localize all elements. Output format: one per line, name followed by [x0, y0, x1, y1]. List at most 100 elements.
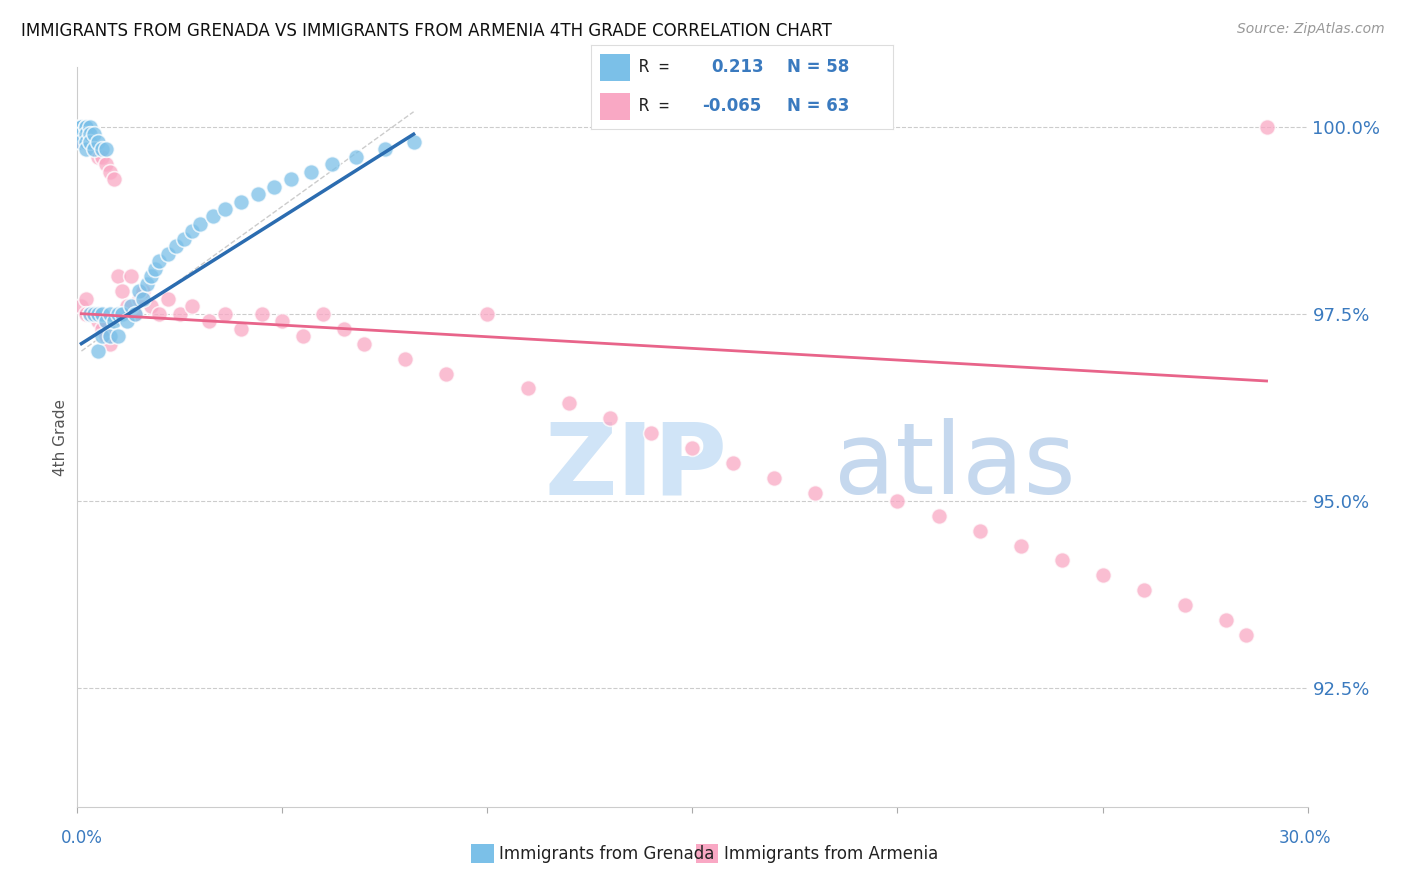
Point [79, 135, 101, 149]
Text: IMMIGRANTS FROM GRENADA VS IMMIGRANTS FROM ARMENIA 4TH GRADE CORRELATION CHART: IMMIGRANTS FROM GRENADA VS IMMIGRANTS FR… [21, 22, 832, 40]
Point [804, 486, 827, 500]
Bar [599, 54, 630, 81]
Point [107, 307, 129, 321]
Point [263, 179, 285, 194]
Point [115, 299, 138, 313]
Point [1174, 599, 1197, 613]
Point [132, 292, 155, 306]
Point [517, 382, 540, 396]
Point [98, 164, 121, 178]
Point [83, 307, 105, 321]
Point [312, 307, 335, 321]
Text: -0.065: -0.065 [703, 97, 762, 115]
Point [111, 307, 134, 321]
Point [70, 120, 93, 134]
Point [75, 127, 97, 141]
Point [763, 471, 786, 485]
Text: atlas: atlas [834, 418, 1076, 516]
Point [70, 135, 93, 149]
Point [94, 314, 117, 328]
Point [90, 329, 114, 343]
Point [79, 135, 101, 149]
Point [103, 314, 125, 328]
Point [299, 164, 322, 178]
Point [141, 299, 163, 313]
Bar [599, 93, 630, 120]
Point [181, 299, 204, 313]
Point [75, 142, 97, 156]
Point [83, 142, 105, 156]
Point [1050, 553, 1073, 567]
Point [87, 135, 110, 149]
Point [107, 329, 129, 343]
Point [928, 508, 950, 523]
Point [79, 307, 101, 321]
Point [90, 150, 114, 164]
Text: Immigrants from Armenia: Immigrants from Armenia [724, 845, 938, 863]
Point [70, 135, 93, 149]
Point [353, 336, 375, 351]
Point [98, 329, 121, 343]
Point [75, 127, 97, 141]
Y-axis label: 4th Grade: 4th Grade [53, 399, 69, 475]
Point [90, 307, 114, 321]
Point [103, 172, 125, 186]
Point [70, 299, 93, 313]
Point [136, 277, 159, 291]
Point [124, 307, 146, 321]
Point [394, 351, 416, 366]
Point [197, 314, 219, 328]
Point [723, 456, 745, 470]
Point [90, 142, 114, 156]
Point [120, 299, 142, 313]
Point [402, 135, 425, 149]
Point [79, 127, 101, 141]
Point [75, 135, 97, 149]
Point [148, 254, 170, 268]
Point [214, 307, 236, 321]
Point [94, 329, 117, 343]
Point [280, 172, 302, 186]
Point [333, 321, 356, 335]
Point [969, 524, 991, 538]
Point [79, 120, 101, 134]
Point [128, 292, 150, 306]
Point [70, 120, 93, 134]
Point [599, 411, 621, 425]
Point [201, 210, 224, 224]
Point [98, 307, 121, 321]
Point [169, 307, 191, 321]
Point [94, 157, 117, 171]
Point [436, 367, 458, 381]
Point [188, 217, 212, 231]
Point [128, 285, 150, 299]
Point [87, 314, 110, 328]
Point [291, 329, 314, 343]
Point [75, 120, 97, 134]
Point [231, 321, 253, 335]
Point [1256, 120, 1278, 134]
Point [98, 336, 121, 351]
Point [181, 224, 204, 238]
Point [165, 239, 187, 253]
Text: N = 63: N = 63 [787, 97, 849, 115]
Point [246, 187, 269, 202]
Point [1234, 628, 1257, 642]
Text: 0.0%: 0.0% [60, 829, 103, 847]
Text: ZIP: ZIP [546, 418, 728, 516]
Point [70, 127, 93, 141]
Point [156, 292, 179, 306]
Text: R =: R = [638, 97, 669, 115]
Point [148, 307, 170, 321]
Point [344, 150, 367, 164]
Text: N = 58: N = 58 [787, 59, 849, 77]
Point [231, 194, 253, 209]
Point [558, 396, 581, 410]
Point [173, 232, 195, 246]
Text: 0.213: 0.213 [711, 59, 763, 77]
Point [107, 269, 129, 284]
Point [79, 307, 101, 321]
Point [87, 150, 110, 164]
Point [143, 261, 166, 276]
Point [70, 127, 93, 141]
